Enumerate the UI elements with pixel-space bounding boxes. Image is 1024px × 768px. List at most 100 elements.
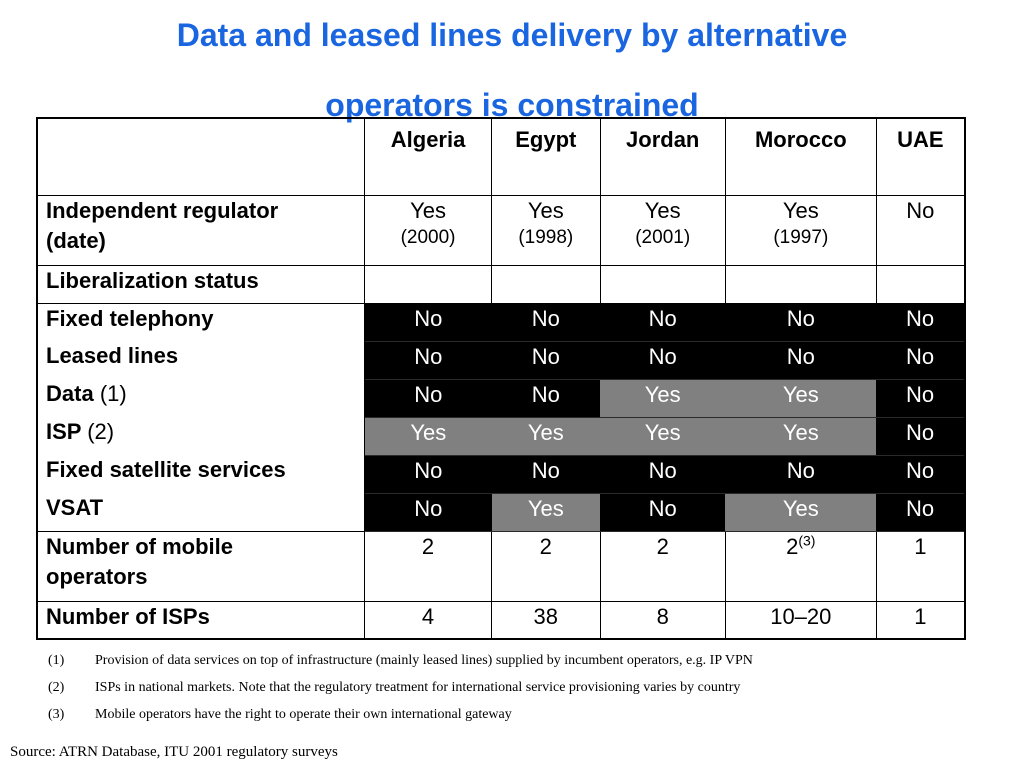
status-cell-jordan: No: [600, 302, 726, 342]
liberalization-row: ISP (2) Yes Yes Yes Yes No: [36, 416, 965, 456]
header-corner-cell: [36, 117, 365, 196]
status-cell-algeria: No: [364, 378, 492, 418]
status-cell-jordan: No: [600, 340, 726, 380]
mobile-cell-jordan: 2: [599, 530, 726, 602]
isp-count-cell-uae: 1: [875, 600, 966, 640]
status-cell-uae: No: [876, 302, 965, 342]
row-label: Leased lines: [36, 341, 365, 379]
regulator-value: Yes: [527, 197, 564, 223]
status-cell-jordan: Yes: [600, 378, 726, 418]
footnotes: (1) Provision of data services on top of…: [48, 651, 998, 732]
mobile-cell-uae: 1: [875, 530, 966, 602]
regulator-date: (2000): [400, 226, 456, 248]
column-header-uae: UAE: [875, 117, 966, 196]
empty-cell: [724, 264, 877, 304]
status-cell-algeria: No: [364, 340, 492, 380]
mobile-cell-morocco: 2(3): [724, 530, 877, 602]
row-label: Fixed satellite services: [36, 455, 365, 493]
footnote-ref: (1): [99, 381, 127, 406]
mobile-cell-algeria: 2: [363, 530, 493, 602]
status-cell-egypt: Yes: [491, 492, 600, 532]
isp-count-row: Number of ISPs 4 38 8 10–20 1: [36, 600, 966, 640]
isp-count-cell-egypt: 38: [491, 600, 601, 640]
row-label-text: Leased lines: [46, 343, 179, 368]
mobile-value: 2: [786, 533, 799, 559]
liberalization-row: Fixed satellite services No No No No No: [36, 454, 965, 494]
regulator-value: No: [906, 197, 935, 223]
empty-cell: [363, 264, 493, 304]
empty-cell: [875, 264, 966, 304]
regulator-cell-algeria: Yes (2000): [363, 194, 493, 266]
title-line-1: Data and leased lines delivery by altern…: [176, 17, 848, 53]
status-cell-egypt: No: [491, 340, 600, 380]
liberalization-header-row: Liberalization status: [36, 264, 966, 304]
footnote-number: (3): [48, 707, 65, 722]
regulator-date: (1998): [518, 226, 574, 248]
liberalization-table: Algeria Egypt Jordan Morocco UAE Indepen…: [36, 117, 966, 640]
mobile-cell-egypt: 2: [491, 530, 601, 602]
regulator-date: (2001): [635, 226, 691, 248]
row-label-text: Data: [46, 381, 94, 406]
footnote-number: (2): [48, 680, 65, 695]
row-label-text: Fixed satellite services: [46, 457, 286, 482]
status-cell-egypt: No: [491, 378, 600, 418]
row-label: Fixed telephony: [36, 302, 365, 341]
status-cell-algeria: No: [364, 492, 492, 532]
row-label-mobile: Number of mobile operators: [36, 530, 365, 602]
footnote-3: (3) Mobile operators have the right to o…: [48, 705, 998, 732]
footnote-ref-3: (3): [798, 532, 816, 549]
status-cell-jordan: No: [600, 454, 726, 494]
column-header-algeria: Algeria: [363, 117, 493, 196]
row-label-text: VSAT: [46, 495, 104, 520]
status-cell-morocco: Yes: [725, 378, 877, 418]
status-cell-morocco: No: [725, 340, 877, 380]
regulator-cell-egypt: Yes (1998): [491, 194, 601, 266]
footnote-text: Mobile operators have the right to opera…: [95, 707, 512, 722]
liberalization-row: Leased lines No No No No No: [36, 340, 965, 380]
footnote-ref: (2): [87, 419, 115, 444]
regulator-date: (1997): [773, 226, 829, 248]
status-cell-egypt: No: [491, 302, 600, 342]
header-row: Algeria Egypt Jordan Morocco UAE: [36, 117, 966, 196]
column-header-morocco: Morocco: [724, 117, 877, 196]
status-cell-morocco: Yes: [725, 492, 877, 532]
row-label: ISP (2): [36, 417, 365, 455]
regulator-value: Yes: [410, 197, 446, 223]
mobile-operators-row: Number of mobile operators 2 2 2 2(3) 1: [36, 530, 966, 602]
status-cell-uae: No: [876, 378, 965, 418]
source-line: Source: ATRN Database, ITU 2001 regulato…: [10, 744, 338, 760]
isp-count-cell-morocco: 10–20: [724, 600, 877, 640]
status-cell-egypt: No: [491, 454, 600, 494]
status-cell-jordan: Yes: [600, 416, 726, 456]
isp-count-cell-jordan: 8: [599, 600, 726, 640]
empty-cell: [599, 264, 726, 304]
column-header-jordan: Jordan: [599, 117, 726, 196]
regulator-label-line-1: Independent regulator: [46, 197, 279, 223]
mobile-label-line-1: Number of mobile: [46, 533, 234, 559]
column-header-egypt: Egypt: [491, 117, 601, 196]
row-label-isps: Number of ISPs: [36, 600, 365, 640]
regulator-cell-morocco: Yes (1997): [724, 194, 877, 266]
liberalization-rows: Fixed telephony No No No No No Leased lines No N…: [36, 302, 965, 532]
row-label-regulator: Independent regulator (date): [36, 194, 365, 266]
regulator-cell-uae: No: [875, 194, 966, 266]
regulator-label-line-2: (date): [46, 227, 106, 253]
status-cell-uae: No: [876, 492, 965, 532]
empty-cell: [491, 264, 601, 304]
status-cell-morocco: No: [725, 302, 877, 342]
status-cell-uae: No: [876, 340, 965, 380]
status-cell-morocco: Yes: [725, 416, 877, 456]
regulator-row: Independent regulator (date) Yes (2000) …: [36, 194, 966, 266]
status-cell-uae: No: [876, 454, 965, 494]
mobile-label-line-2: operators: [46, 563, 148, 589]
status-cell-egypt: Yes: [491, 416, 600, 456]
footnote-text: ISPs in national markets. Note that the …: [95, 680, 741, 695]
regulator-cell-jordan: Yes (2001): [599, 194, 726, 266]
row-label-text: Fixed telephony: [46, 305, 214, 331]
row-label: Data (1): [36, 379, 365, 417]
regulator-value: Yes: [782, 197, 819, 223]
liberalization-row: Fixed telephony No No No No No: [36, 302, 965, 342]
status-cell-algeria: Yes: [364, 416, 492, 456]
status-cell-algeria: No: [364, 302, 492, 342]
footnote-number: (1): [48, 653, 65, 668]
